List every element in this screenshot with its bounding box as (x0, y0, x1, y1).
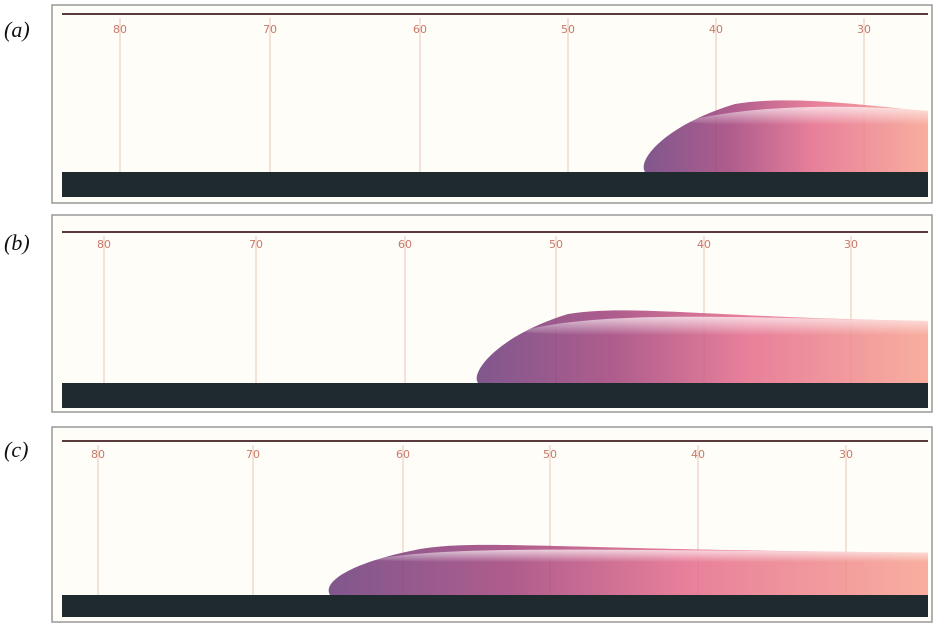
ground (62, 172, 928, 197)
scale-label: 50 (549, 238, 563, 251)
current-sheen (685, 106, 928, 144)
scale-label: 60 (398, 238, 412, 251)
scale-label: 80 (97, 238, 111, 251)
scale-label: 40 (709, 23, 723, 36)
scale-label: 80 (91, 448, 105, 461)
panel-label: (c) (4, 437, 28, 462)
scale-label: 40 (697, 238, 711, 251)
scale-label: 60 (396, 448, 410, 461)
scale-label: 30 (857, 23, 871, 36)
panel-label: (b) (4, 230, 30, 255)
scale-label: 50 (561, 23, 575, 36)
scale-label: 70 (263, 23, 277, 36)
current-sheen (370, 549, 928, 575)
panel-label: (a) (4, 17, 30, 42)
ground (62, 383, 928, 408)
ground (62, 595, 928, 617)
scale-label: 30 (844, 238, 858, 251)
current-sheen (518, 316, 928, 354)
scale-label: 80 (113, 23, 127, 36)
scale-label: 60 (413, 23, 427, 36)
scale-label: 50 (543, 448, 557, 461)
scale-label: 30 (839, 448, 853, 461)
scale-label: 70 (246, 448, 260, 461)
scale-label: 70 (249, 238, 263, 251)
scale-label: 40 (691, 448, 705, 461)
